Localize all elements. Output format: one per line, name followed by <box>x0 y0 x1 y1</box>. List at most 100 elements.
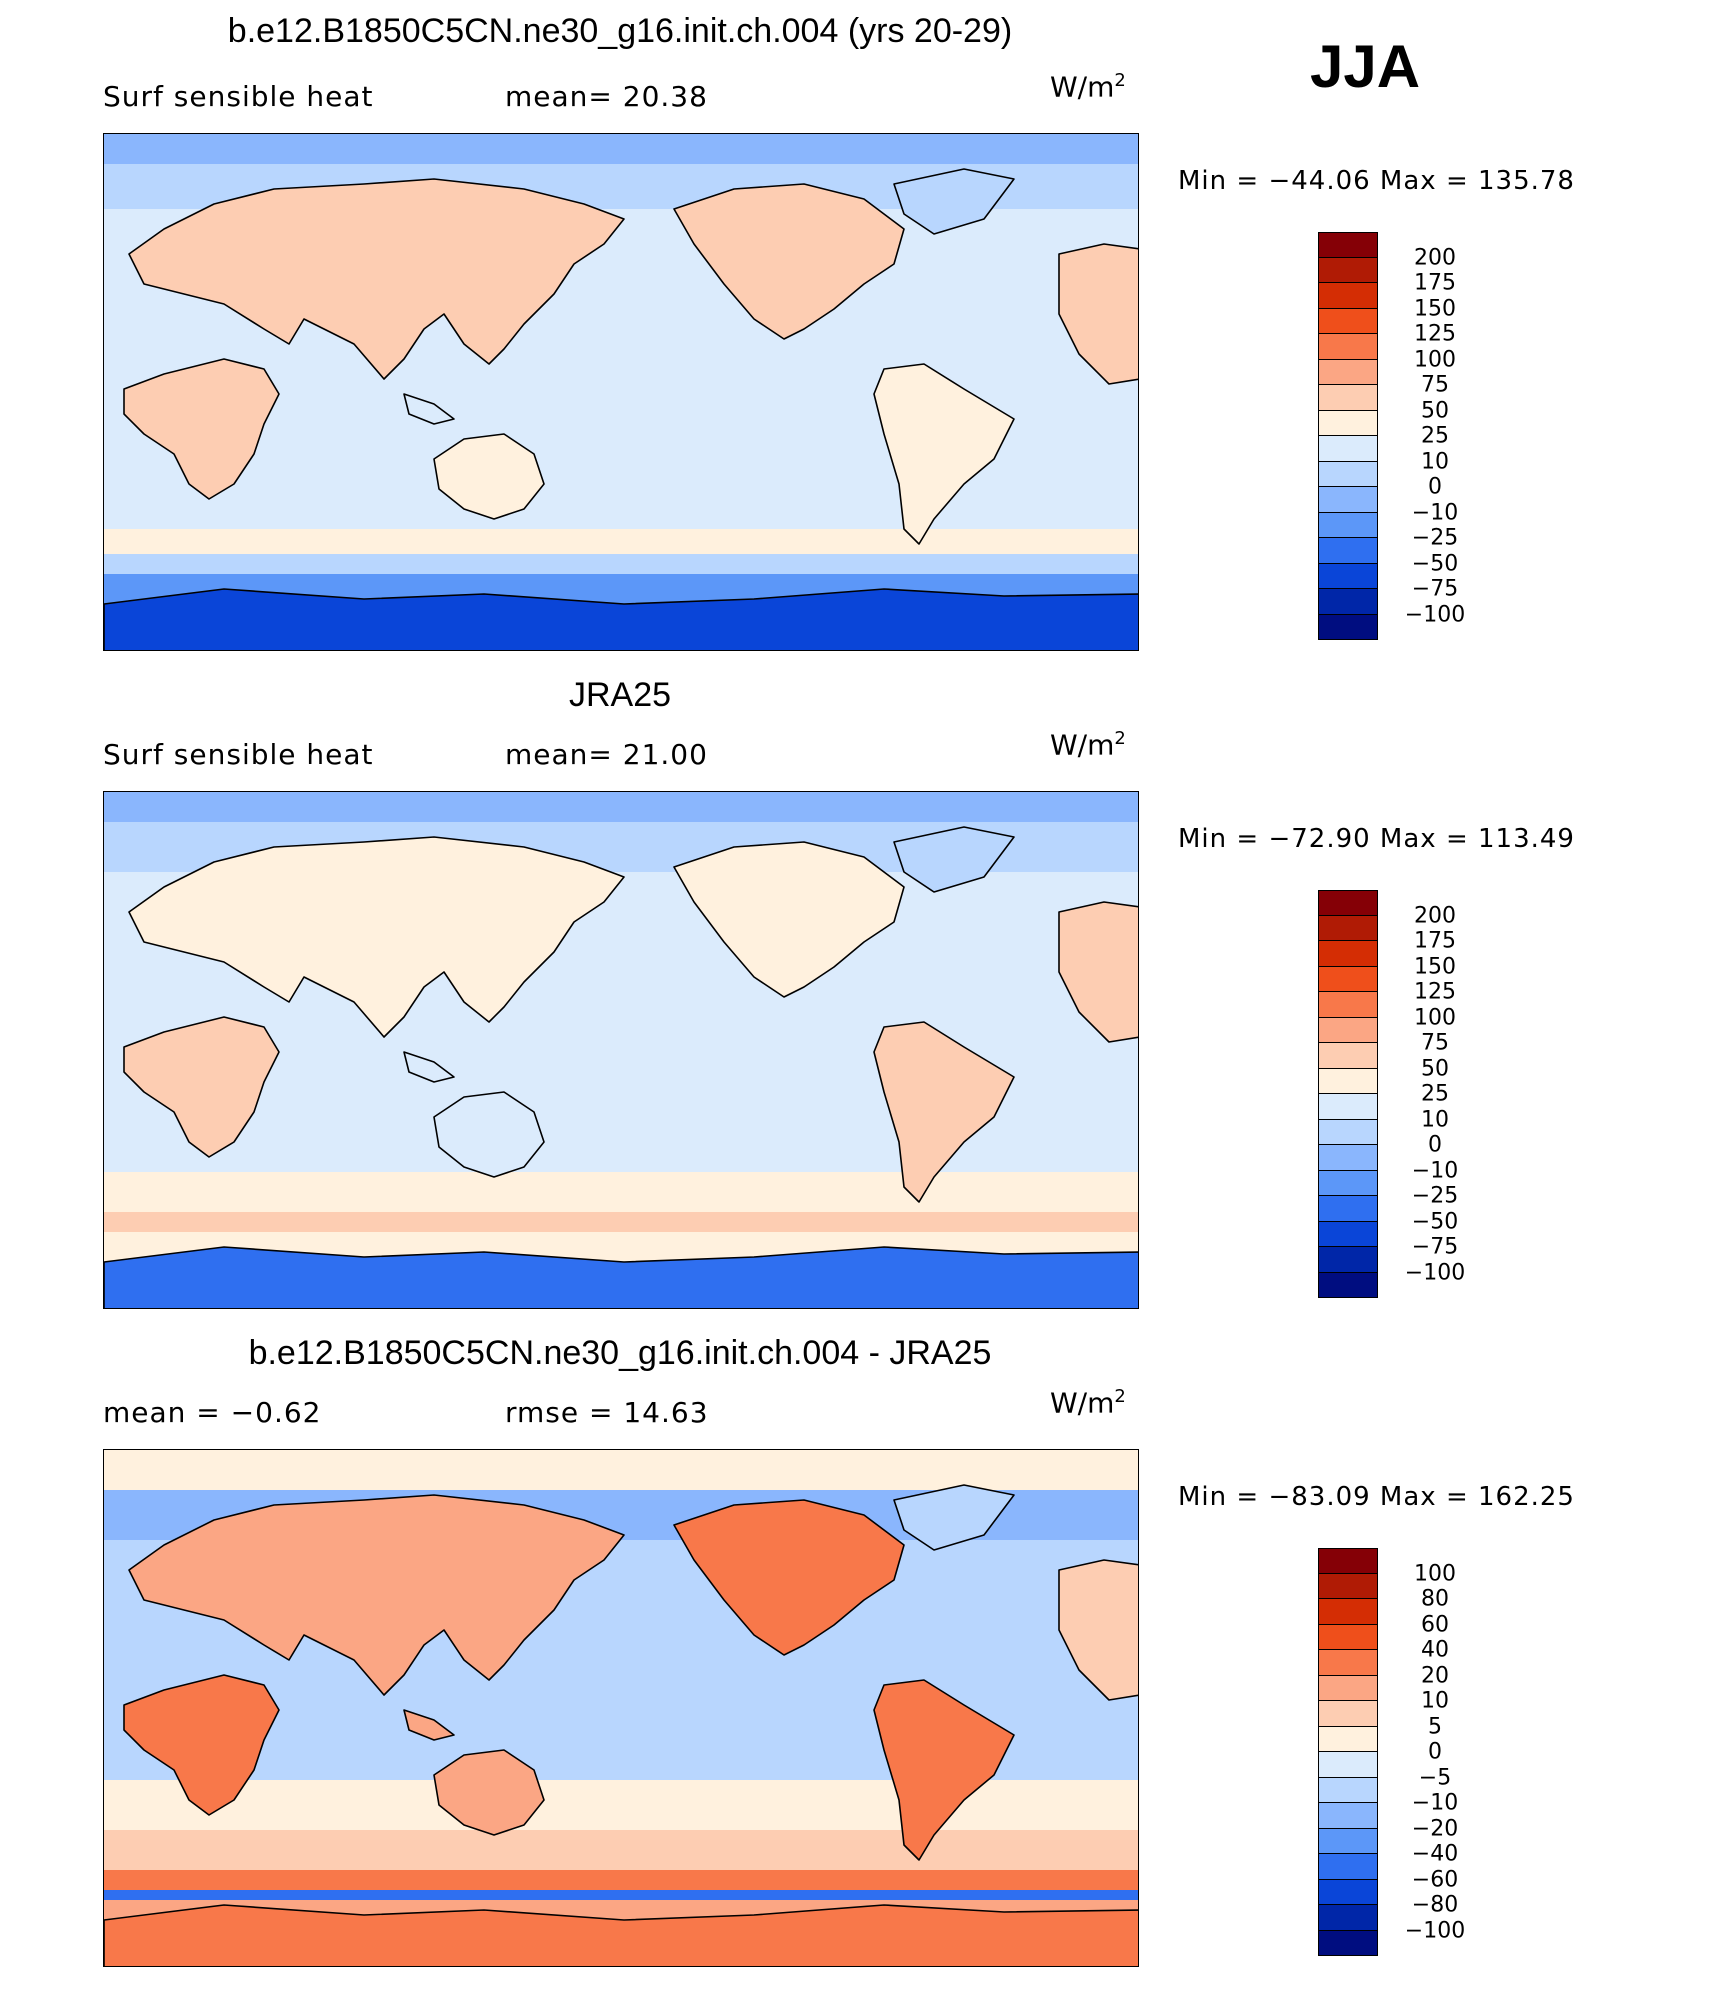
min-max-label: Min = −44.06 Max = 135.78 <box>1178 166 1575 196</box>
colorbar-box <box>1318 1145 1378 1171</box>
field-label: Surf sensible heat <box>103 80 374 113</box>
colorbar-tick-label: −50 <box>1411 551 1459 576</box>
colorbar-tick-label: 5 <box>1428 1714 1442 1739</box>
colorbar-box <box>1318 1170 1378 1196</box>
colorbar-tick-label: 10 <box>1421 1688 1449 1714</box>
colorbar-box <box>1318 461 1378 487</box>
colorbar-tick-label: 0 <box>1428 474 1442 500</box>
colorbar-tick-label: 100 <box>1414 1005 1456 1030</box>
colorbar-tick-label: −80 <box>1411 1892 1459 1918</box>
panel-title: b.e12.B1850C5CN.ne30_g16.init.ch.004 (yr… <box>227 12 1013 50</box>
colorbar-tick-label: 200 <box>1414 903 1456 928</box>
colorbar-tick-label: −5 <box>1418 1765 1452 1790</box>
panel-title: b.e12.B1850C5CN.ne30_g16.init.ch.004 - J… <box>248 1334 992 1372</box>
colorbar-box <box>1318 1726 1378 1752</box>
colorbar-box <box>1318 283 1378 309</box>
colorbar-tick-label: 75 <box>1421 372 1449 398</box>
colorbar-box <box>1318 1803 1378 1829</box>
colorbar-tick-label: 50 <box>1421 398 1449 423</box>
colorbar-tick-label: 50 <box>1421 1056 1449 1081</box>
colorbar-tick-label: 0 <box>1428 1132 1442 1158</box>
colorbar-box <box>1318 1247 1378 1273</box>
colorbar-box <box>1318 1196 1378 1222</box>
colorbar-tick-label: −10 <box>1411 1158 1459 1183</box>
colorbar-tick-label: 175 <box>1414 928 1456 954</box>
colorbar-box <box>1318 359 1378 385</box>
colorbar-box <box>1318 487 1378 513</box>
colorbar-box <box>1318 436 1378 462</box>
colorbar-tick-label: 100 <box>1414 347 1456 372</box>
colorbar-box <box>1318 1573 1378 1599</box>
field-label: Surf sensible heat <box>103 738 374 771</box>
map-panel-difference <box>103 1449 1139 1967</box>
colorbar-tick-label: 25 <box>1421 423 1449 449</box>
colorbar-box <box>1318 334 1378 360</box>
units-label: W/m2 <box>1050 728 1126 762</box>
colorbar-tick-label: 20 <box>1421 1663 1449 1688</box>
colorbar-tick-label: 150 <box>1414 954 1456 979</box>
colorbar-box <box>1318 1854 1378 1880</box>
colorbar-tick-label: 100 <box>1414 1561 1456 1586</box>
colorbar: 100 80 60 40 20 10 5 0 −5 −10 −20 −40 −60 −80 −100 <box>1318 1548 1465 1956</box>
colorbar-tick-label: −25 <box>1411 525 1459 551</box>
colorbar-box <box>1318 992 1378 1018</box>
colorbar-tick-label: 75 <box>1421 1030 1449 1056</box>
colorbar-box <box>1318 1599 1378 1625</box>
colorbar-tick-label: 60 <box>1421 1612 1449 1637</box>
colorbar-box <box>1318 1094 1378 1120</box>
rmse-label: rmse = 14.63 <box>505 1396 709 1429</box>
colorbar-tick-label: 10 <box>1421 1107 1449 1132</box>
panel-title: JRA25 <box>568 676 672 714</box>
colorbar-tick-label: 175 <box>1414 270 1456 296</box>
colorbar-box <box>1318 1777 1378 1803</box>
colorbar-box <box>1318 232 1378 258</box>
colorbar-box <box>1318 1675 1378 1701</box>
colorbar-box <box>1318 1905 1378 1931</box>
colorbar-box <box>1318 1272 1378 1298</box>
colorbar-box <box>1318 966 1378 992</box>
map-canvas <box>104 134 1138 650</box>
mean-label: mean = −0.62 <box>103 1396 322 1429</box>
colorbar-box <box>1318 1650 1378 1676</box>
colorbar-tick-label: 150 <box>1414 296 1456 321</box>
colorbar-box <box>1318 1017 1378 1043</box>
colorbar-box <box>1318 1828 1378 1854</box>
mean-label: mean= 20.38 <box>505 80 708 113</box>
colorbar-box <box>1318 1701 1378 1727</box>
colorbar-box <box>1318 941 1378 967</box>
colorbar-box <box>1318 1221 1378 1247</box>
colorbar-tick-label: −10 <box>1411 1790 1459 1816</box>
colorbar-tick-label: −75 <box>1411 1234 1459 1260</box>
colorbar-tick-label: 80 <box>1421 1586 1449 1612</box>
colorbar-tick-label: −100 <box>1404 1918 1466 1943</box>
map-panel-observed <box>103 791 1139 1309</box>
colorbar-box <box>1318 1068 1378 1094</box>
colorbar-box <box>1318 890 1378 916</box>
colorbar-tick-label: −100 <box>1404 1260 1466 1285</box>
colorbar-box <box>1318 1879 1378 1905</box>
colorbar-box <box>1318 1624 1378 1650</box>
colorbar-tick-label: −25 <box>1411 1183 1459 1209</box>
mean-label: mean= 21.00 <box>505 738 708 771</box>
colorbar-box <box>1318 1119 1378 1145</box>
colorbar: 200 175 150 125 100 75 50 25 10 0 −10 −25 −50 −75 −100 <box>1318 232 1465 640</box>
colorbar-tick-label: 125 <box>1414 979 1456 1005</box>
map-panel-model <box>103 133 1139 651</box>
colorbar-box <box>1318 563 1378 589</box>
colorbar-box <box>1318 512 1378 538</box>
units-label: W/m2 <box>1050 70 1126 104</box>
min-max-label: Min = −83.09 Max = 162.25 <box>1178 1482 1575 1512</box>
colorbar-box <box>1318 614 1378 640</box>
colorbar-box <box>1318 410 1378 436</box>
colorbar-tick-label: 200 <box>1414 245 1456 270</box>
colorbar-tick-label: −50 <box>1411 1209 1459 1234</box>
colorbar: 200 175 150 125 100 75 50 25 10 0 −10 −25 −50 −75 −100 <box>1318 890 1465 1298</box>
colorbar-tick-label: −40 <box>1411 1841 1459 1867</box>
colorbar-tick-label: 40 <box>1421 1637 1449 1663</box>
map-canvas <box>104 792 1138 1308</box>
min-max-label: Min = −72.90 Max = 113.49 <box>1178 824 1575 854</box>
colorbar-box <box>1318 589 1378 615</box>
units-label: W/m2 <box>1050 1386 1126 1420</box>
colorbar-box <box>1318 385 1378 411</box>
season-label: JJA <box>1310 33 1421 100</box>
